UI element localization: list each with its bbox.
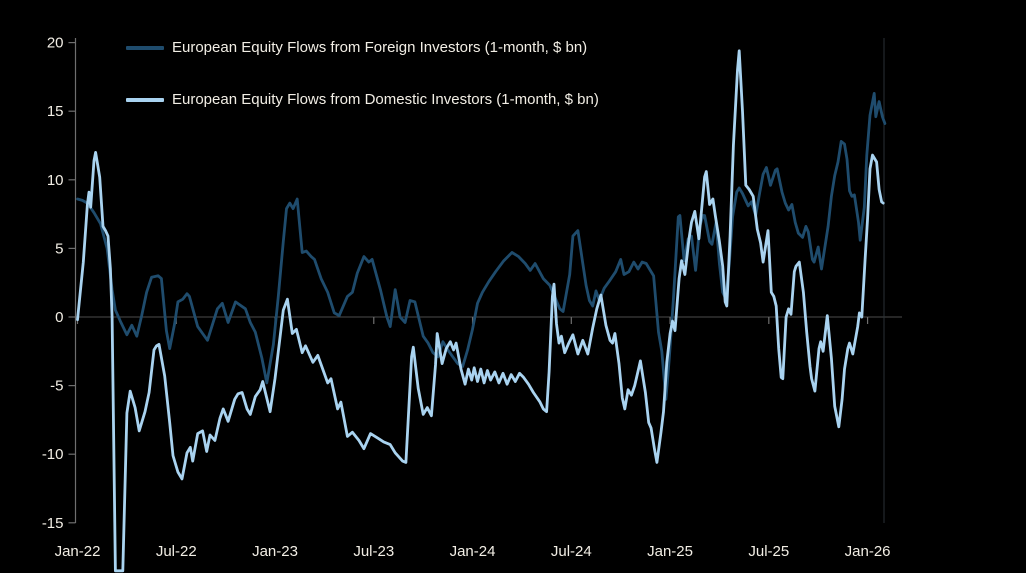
foreign-investors-line — [76, 92, 887, 401]
foreign-series-swatch-line — [126, 46, 164, 50]
x-tick-label: Jul-23 — [353, 543, 394, 560]
y-tick-label: -5 — [50, 378, 63, 395]
x-tick-label: Jul-22 — [156, 543, 197, 560]
y-tick-label: -15 — [42, 515, 64, 532]
y-tick-label: 10 — [47, 172, 64, 189]
legend-item-domestic-investors: European Equity Flows from Domestic Inve… — [126, 92, 599, 108]
x-tick-label: Jan-25 — [647, 543, 693, 560]
y-tick-label: 0 — [55, 309, 63, 326]
x-tick-label: Jan-24 — [450, 543, 496, 560]
x-tick-label: Jul-25 — [748, 543, 789, 560]
legend-label-domestic: European Equity Flows from Domestic Inve… — [172, 91, 599, 108]
domestic-investors-line — [76, 49, 885, 573]
y-tick-label: -10 — [42, 446, 64, 463]
axis-tick-labels-group: 20 15 10 5 0 -5 -10 -15 Jan-22 Jul-22 Jan-23 Jul-23… — [42, 35, 891, 560]
domestic-series-swatch-line — [126, 98, 164, 102]
data-series-group — [76, 49, 887, 573]
y-tick-label: 20 — [47, 35, 64, 52]
y-tick-label: 15 — [47, 103, 64, 120]
legend-item-foreign-investors: European Equity Flows from Foreign Inves… — [126, 40, 587, 56]
x-tick-label: Jan-23 — [252, 543, 298, 560]
x-tick-label: Jan-26 — [845, 543, 891, 560]
x-tick-label: Jan-22 — [55, 543, 101, 560]
y-tick-label: 5 — [55, 240, 63, 257]
legend-label-foreign: European Equity Flows from Foreign Inves… — [172, 39, 588, 56]
x-tick-label: Jul-24 — [551, 543, 592, 560]
